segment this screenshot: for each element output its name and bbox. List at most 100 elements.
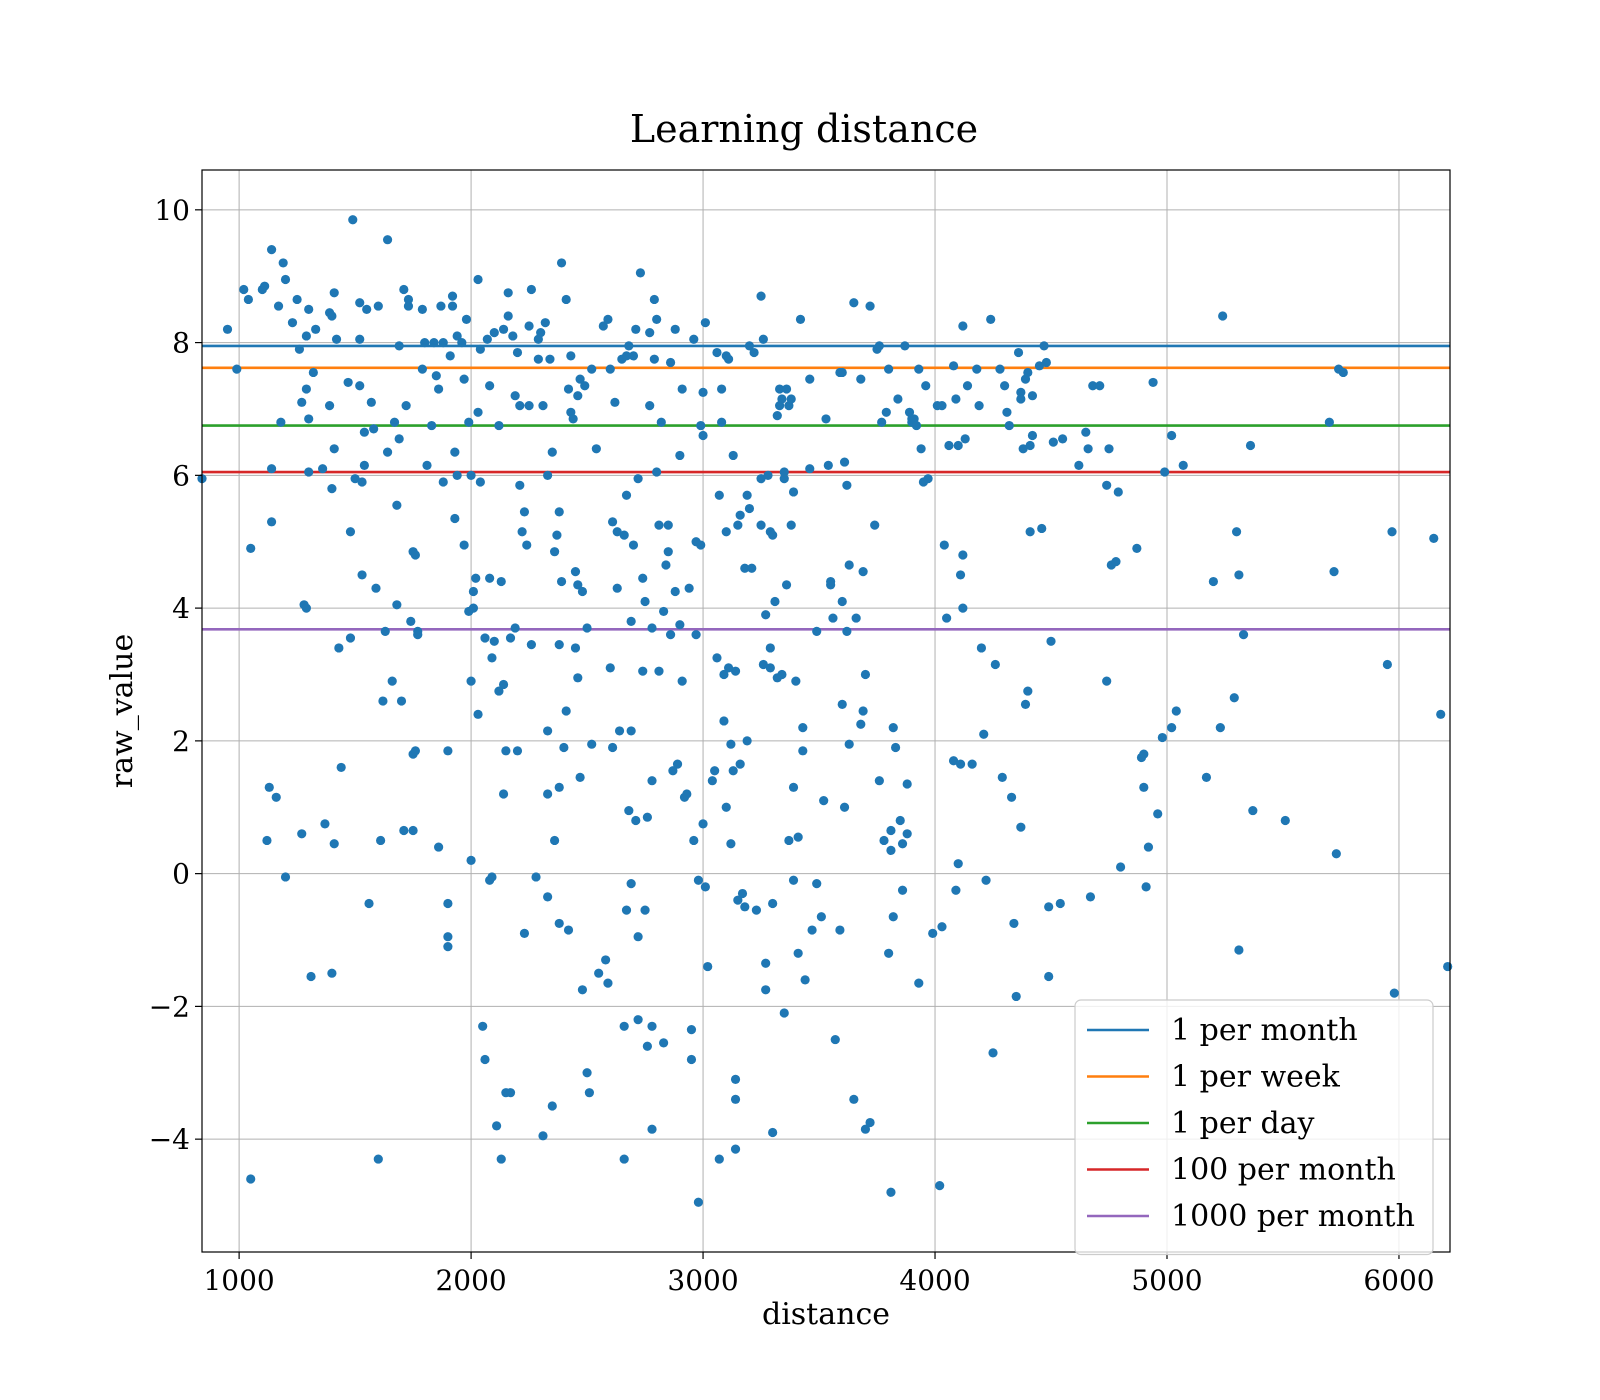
data-point: [717, 417, 727, 427]
data-point: [645, 401, 655, 411]
data-point: [266, 245, 277, 255]
data-point: [443, 932, 453, 942]
data-point: [475, 477, 485, 487]
data-point: [761, 985, 771, 995]
data-point: [914, 364, 924, 374]
data-point: [552, 530, 562, 540]
data-point: [737, 888, 748, 899]
data-point: [897, 885, 908, 895]
data-point: [1004, 420, 1014, 431]
data-point: [860, 1124, 871, 1134]
y-tick-label: 6: [172, 459, 190, 492]
data-point: [304, 414, 314, 424]
data-point: [958, 550, 968, 560]
data-point: [304, 467, 314, 477]
data-point: [394, 341, 404, 351]
data-point: [788, 487, 799, 497]
y-tick-label: 2: [172, 725, 190, 758]
data-point: [487, 872, 497, 882]
data-point: [948, 361, 959, 371]
y-axis-label: raw_value: [105, 634, 140, 788]
data-point: [921, 381, 931, 391]
data-point: [1218, 311, 1228, 321]
data-point: [403, 294, 414, 305]
data-point: [621, 351, 632, 361]
data-point: [770, 596, 780, 607]
data-point: [1160, 467, 1170, 477]
data-point: [1023, 367, 1033, 378]
data-point: [408, 825, 418, 836]
data-point: [413, 630, 423, 640]
data-point: [556, 258, 567, 268]
data-point: [1074, 460, 1084, 470]
data-point: [884, 948, 894, 958]
data-point: [670, 586, 680, 597]
data-point: [619, 1021, 629, 1031]
data-point: [573, 391, 583, 401]
data-point: [334, 643, 344, 653]
data-point: [394, 434, 404, 444]
data-point: [598, 321, 608, 331]
data-point: [301, 603, 311, 613]
data-point: [935, 1181, 945, 1191]
data-point: [1178, 460, 1188, 470]
data-point: [812, 626, 822, 636]
data-point: [654, 666, 664, 676]
data-point: [659, 1038, 669, 1048]
data-point: [793, 948, 803, 958]
data-point: [538, 401, 548, 411]
data-point: [775, 384, 785, 394]
data-point: [607, 742, 618, 753]
data-point: [327, 968, 337, 978]
data-point: [396, 696, 407, 706]
data-point: [554, 640, 564, 650]
y-tick-label: 0: [172, 858, 190, 891]
data-point: [371, 583, 381, 593]
data-point: [842, 480, 852, 490]
data-point: [563, 384, 574, 394]
data-point: [466, 470, 476, 480]
data-point: [540, 318, 550, 328]
data-point: [304, 304, 314, 314]
data-point: [689, 334, 699, 344]
data-point: [677, 384, 687, 394]
data-point: [786, 520, 796, 530]
data-point: [805, 464, 815, 474]
data-point: [663, 520, 673, 530]
data-point: [633, 474, 643, 484]
data-point: [612, 527, 622, 537]
data-point: [735, 759, 745, 769]
data-point: [563, 925, 574, 935]
data-point: [246, 1174, 256, 1184]
data-point: [1044, 902, 1054, 912]
data-point: [610, 397, 620, 407]
data-point: [355, 381, 365, 391]
data-point: [587, 364, 597, 374]
data-point: [345, 633, 356, 643]
data-point: [580, 381, 590, 391]
data-point: [779, 474, 789, 484]
legend-label: 1000 per month: [1171, 1199, 1415, 1234]
data-point: [856, 719, 866, 729]
data-point: [874, 776, 884, 786]
data-point: [582, 1068, 592, 1078]
data-point: [549, 835, 560, 846]
data-point: [278, 258, 288, 268]
data-point: [239, 284, 249, 295]
data-point: [559, 742, 569, 753]
data-point: [543, 892, 553, 902]
data-point: [997, 772, 1007, 782]
data-point: [879, 835, 889, 846]
data-point: [835, 925, 845, 935]
chart-title: Learning distance: [630, 107, 978, 151]
data-point: [1016, 394, 1026, 404]
data-point: [359, 460, 369, 470]
data-point: [603, 978, 613, 988]
data-point: [1116, 862, 1126, 872]
data-point: [828, 613, 838, 623]
data-point: [672, 759, 683, 769]
data-point: [575, 772, 585, 782]
data-point: [691, 630, 701, 640]
data-point: [355, 334, 365, 344]
data-point: [805, 374, 815, 384]
